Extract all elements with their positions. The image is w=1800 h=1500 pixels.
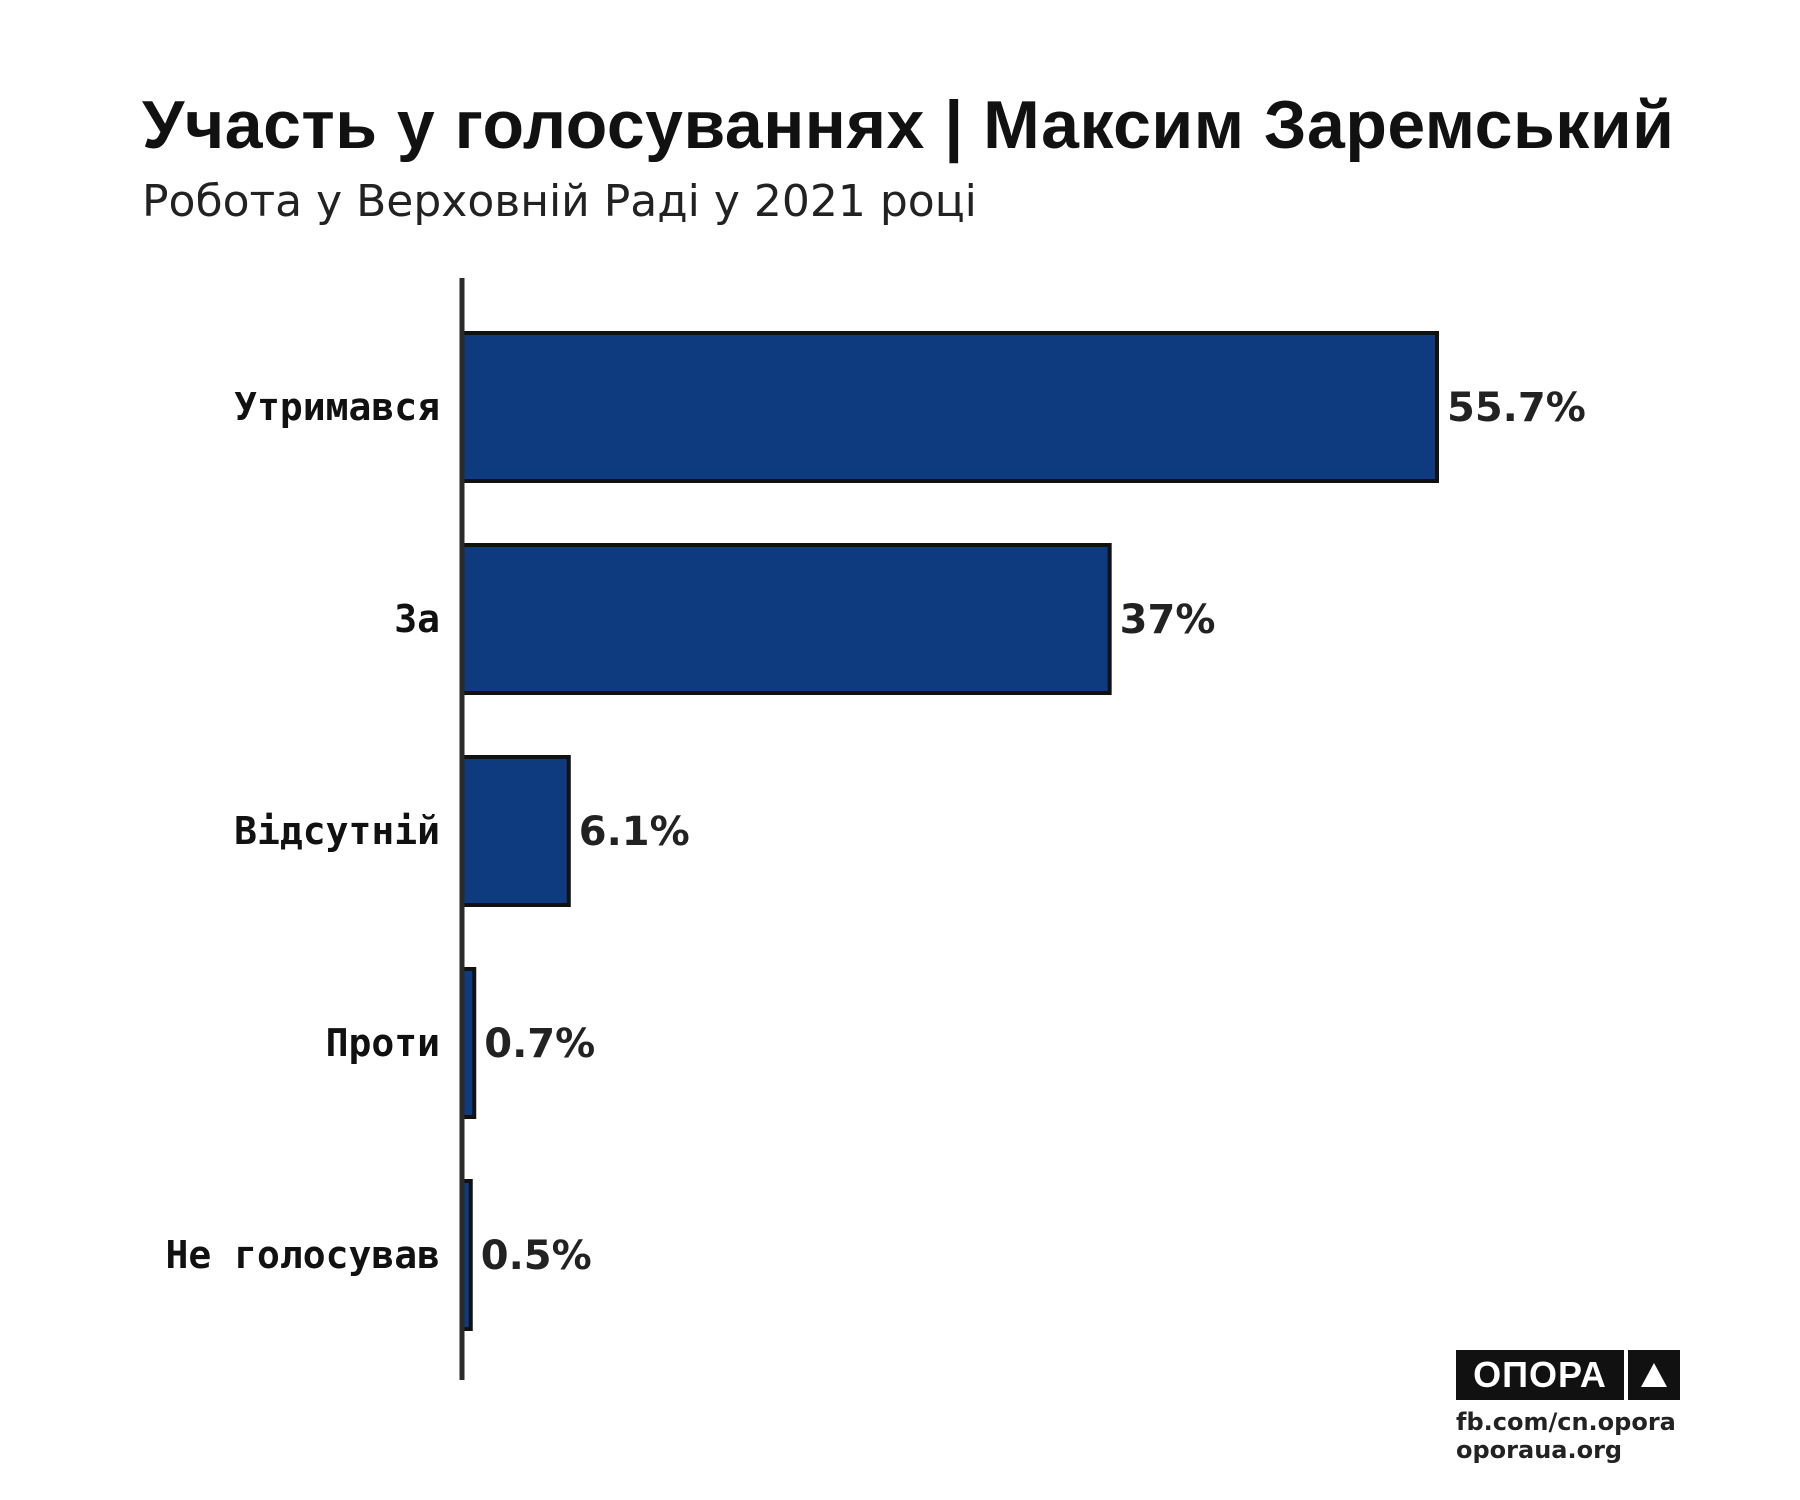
- triangle-icon: [1628, 1350, 1680, 1400]
- value-label: 37%: [1120, 597, 1216, 643]
- bar-2: [460, 755, 571, 907]
- category-label: Відсутній: [234, 809, 440, 853]
- category-label: Не голосував: [165, 1233, 440, 1277]
- bar-1: [460, 543, 1112, 695]
- source-links: fb.com/cn.opora oporaua.org: [1456, 1408, 1676, 1464]
- facebook-link[interactable]: fb.com/cn.opora: [1456, 1408, 1676, 1436]
- category-label: Утримався: [234, 385, 440, 429]
- opora-logo: ОПОРА: [1456, 1350, 1680, 1400]
- value-label: 55.7%: [1447, 385, 1586, 431]
- value-label: 0.7%: [484, 1021, 595, 1067]
- category-label: За: [394, 597, 440, 641]
- page-subtitle: Робота у Верховній Раді у 2021 році: [142, 176, 977, 227]
- page-title: Участь у голосуваннях | Максим Заремськи…: [142, 87, 1675, 163]
- category-label: Проти: [326, 1021, 440, 1065]
- logo-separator: [1624, 1350, 1628, 1400]
- value-label: 0.5%: [481, 1233, 592, 1279]
- bar-0: [460, 331, 1439, 483]
- value-label: 6.1%: [579, 809, 690, 855]
- website-link[interactable]: oporaua.org: [1456, 1436, 1623, 1464]
- logo-text: ОПОРА: [1473, 1354, 1607, 1395]
